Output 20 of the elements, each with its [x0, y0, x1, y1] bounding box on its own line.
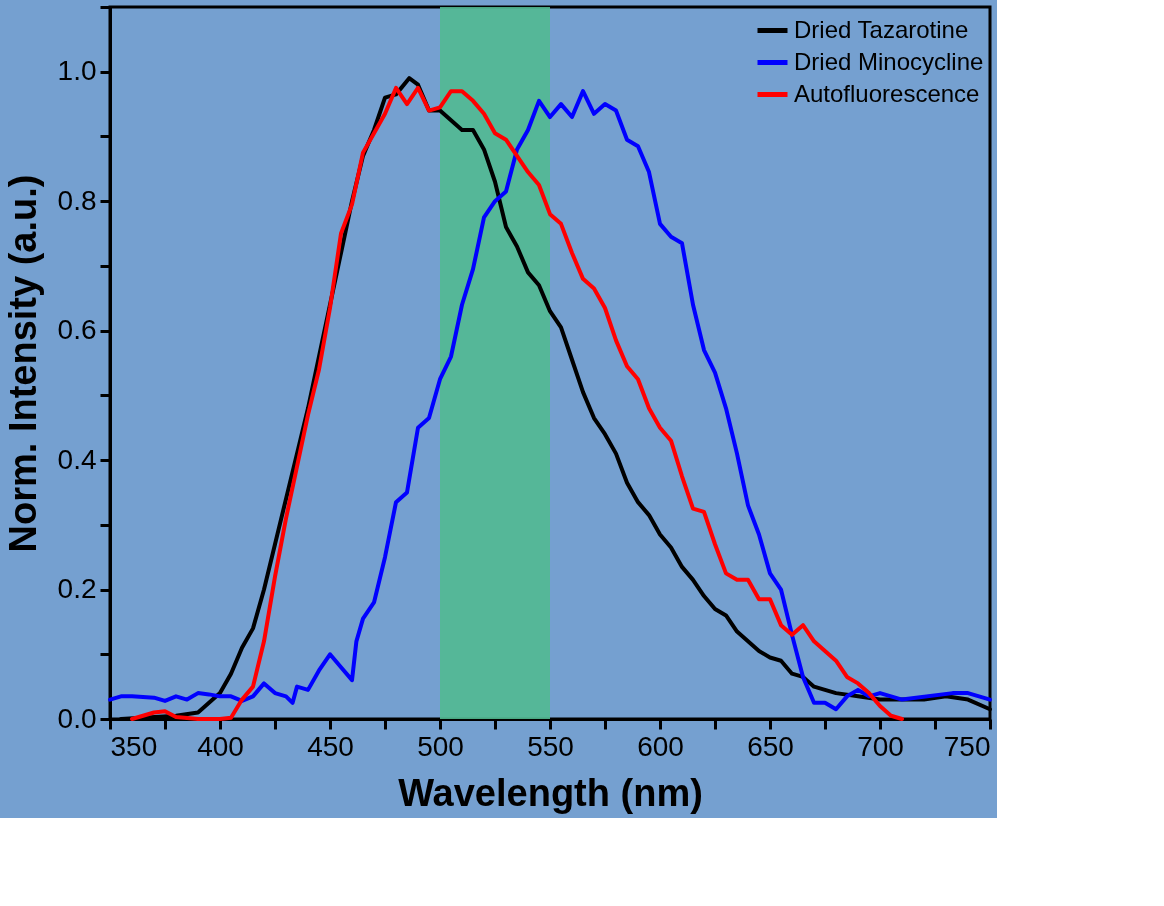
- x-tick-label: 500: [417, 730, 464, 762]
- x-axis-title: Wavelength (nm): [398, 771, 703, 814]
- x-tick-label: 600: [637, 730, 684, 762]
- x-tick-label: 400: [197, 730, 244, 762]
- legend-label: Autofluorescence: [794, 79, 980, 107]
- y-axis-title: Norm. Intensity (a.u.): [1, 174, 44, 553]
- x-tick-label: 750: [943, 730, 991, 762]
- y-tick-label: 0.8: [57, 184, 97, 216]
- x-tick-label: 350: [110, 730, 158, 762]
- y-tick-label: 0.4: [57, 443, 97, 475]
- legend-label: Dried Minocycline: [794, 47, 984, 75]
- x-tick-label: 650: [747, 730, 794, 762]
- y-tick-label: 0.0: [57, 702, 97, 734]
- x-tick-label: 450: [307, 730, 354, 762]
- y-tick-label: 0.2: [57, 573, 97, 605]
- legend-label: Dried Tazarotine: [794, 15, 969, 43]
- x-tick-label: 700: [857, 730, 904, 762]
- y-tick-label: 0.6: [57, 314, 97, 346]
- x-tick-label: 550: [527, 730, 574, 762]
- y-tick-label: 1.0: [57, 55, 97, 87]
